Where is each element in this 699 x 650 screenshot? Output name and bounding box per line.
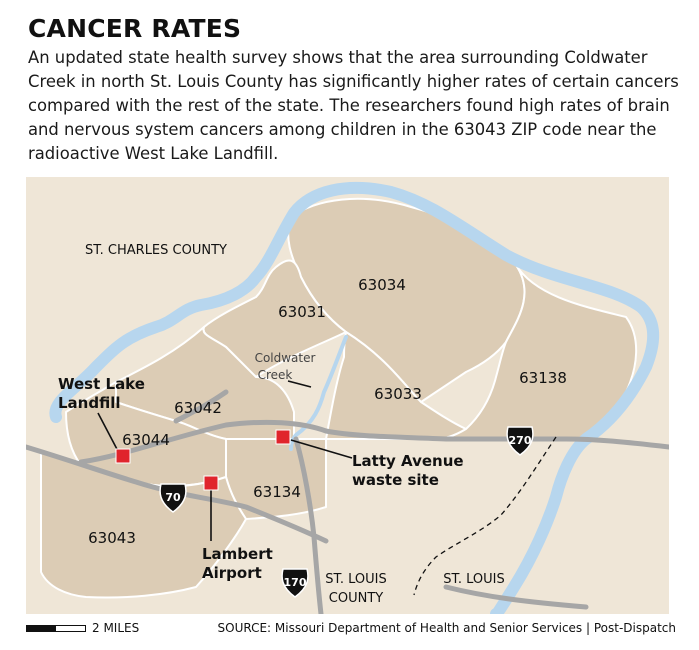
zip-label-63042: 63042 bbox=[174, 399, 222, 417]
zip-label-63138: 63138 bbox=[519, 369, 567, 387]
zip-label-63043: 63043 bbox=[88, 529, 136, 547]
map-title: CANCER RATES bbox=[28, 14, 242, 43]
shield-i170: 170 bbox=[281, 568, 309, 598]
st-louis-city-label: ST. LOUIS bbox=[443, 572, 505, 587]
zip-label-63134: 63134 bbox=[253, 483, 301, 501]
leader-latty bbox=[290, 439, 353, 459]
creek-label-line1: Coldwater bbox=[255, 351, 316, 365]
zip-label-63044: 63044 bbox=[122, 431, 170, 449]
map-panel: 270 70 170 ST. CHARLES COUNTY ST. LOUIS … bbox=[26, 177, 669, 614]
zip-label-63034: 63034 bbox=[358, 276, 406, 294]
latty-avenue-marker bbox=[275, 429, 291, 445]
lambert-label-line2: Airport bbox=[202, 564, 262, 582]
roads bbox=[26, 389, 669, 614]
shield-i70: 70 bbox=[159, 483, 187, 513]
road-i64 bbox=[443, 584, 589, 610]
west-lake-label-line2: Landfill bbox=[58, 394, 121, 412]
shield-i270: 270 bbox=[506, 426, 534, 456]
zip-label-63033: 63033 bbox=[374, 385, 422, 403]
map-svg: 270 70 170 ST. CHARLES COUNTY ST. LOUIS … bbox=[26, 181, 669, 614]
st-louis-county-label-line1: ST. LOUIS bbox=[325, 572, 387, 587]
scale-bar bbox=[26, 625, 86, 632]
st-charles-county-label: ST. CHARLES COUNTY bbox=[85, 243, 227, 258]
source-credit: SOURCE: Missouri Department of Health an… bbox=[217, 621, 677, 635]
highway-170-label: 170 bbox=[284, 576, 307, 589]
road-i170 bbox=[293, 436, 324, 614]
map-description: An updated state health survey shows tha… bbox=[28, 48, 679, 163]
map-footer: 2 MILES SOURCE: Missouri Department of H… bbox=[26, 620, 676, 638]
lambert-label-line1: Lambert bbox=[202, 545, 273, 563]
road-i70 bbox=[26, 444, 329, 544]
road-i270-west bbox=[173, 389, 229, 424]
coldwater-creek bbox=[289, 335, 348, 451]
scale-label: 2 MILES bbox=[92, 621, 140, 635]
road-i270 bbox=[78, 419, 669, 465]
zip-area-63034 bbox=[287, 197, 526, 403]
west-lake-landfill-marker bbox=[115, 448, 131, 464]
city-limit-line bbox=[413, 436, 557, 596]
leader-west-lake bbox=[97, 412, 120, 454]
missouri-river bbox=[49, 181, 660, 614]
latty-label-line1: Latty Avenue bbox=[352, 452, 464, 470]
creek-label-line2: Creek bbox=[258, 368, 293, 382]
st-louis-county-label-line2: COUNTY bbox=[329, 591, 383, 606]
lambert-airport-marker bbox=[203, 475, 219, 491]
latty-label-line2: waste site bbox=[352, 471, 439, 489]
west-lake-label-line1: West Lake bbox=[58, 375, 145, 393]
highway-70-label: 70 bbox=[165, 491, 181, 504]
leader-creek bbox=[287, 380, 312, 388]
highway-270-label: 270 bbox=[509, 434, 532, 447]
leader-lines bbox=[97, 380, 353, 541]
zip-label-63031: 63031 bbox=[278, 303, 326, 321]
